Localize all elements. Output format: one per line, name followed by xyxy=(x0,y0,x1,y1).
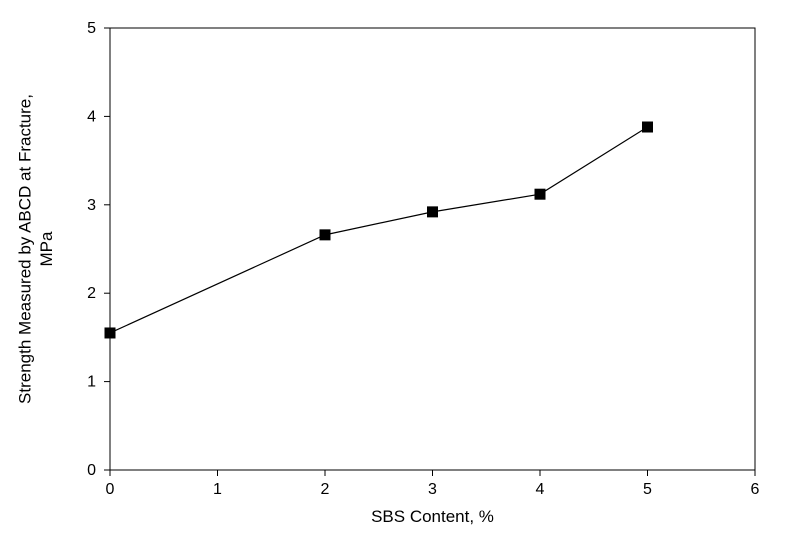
y-tick-label: 3 xyxy=(87,197,96,214)
y-tick-label: 0 xyxy=(87,462,96,479)
y-tick-label: 2 xyxy=(87,285,96,302)
data-marker xyxy=(320,230,330,240)
y-tick-label: 5 xyxy=(87,20,96,37)
x-tick-label: 4 xyxy=(536,481,545,498)
data-marker xyxy=(428,207,438,217)
x-tick-label: 0 xyxy=(106,481,115,498)
chart-container: 0 1 2 3 4 5 6 0 1 2 3 4 5 SBS Content, % Strength Meas… xyxy=(0,0,789,552)
data-marker xyxy=(105,328,115,338)
data-marker xyxy=(535,189,545,199)
x-tick-label: 1 xyxy=(213,481,222,498)
x-axis-title: SBS Content, % xyxy=(371,507,494,526)
data-marker xyxy=(643,122,653,132)
x-tick-label: 2 xyxy=(321,481,330,498)
x-tick-label: 6 xyxy=(751,481,760,498)
y-tick-label: 1 xyxy=(87,374,96,391)
x-tick-label: 5 xyxy=(643,481,652,498)
plot-border xyxy=(110,28,755,470)
series-line xyxy=(110,127,648,333)
y-tick-label: 4 xyxy=(87,108,96,125)
y-axis-title: Strength Measured by ABCD at Fracture,MP… xyxy=(16,94,56,404)
x-tick-label: 3 xyxy=(428,481,437,498)
chart-svg: 0 1 2 3 4 5 6 0 1 2 3 4 5 SBS Content, % Strength Meas… xyxy=(0,0,789,552)
